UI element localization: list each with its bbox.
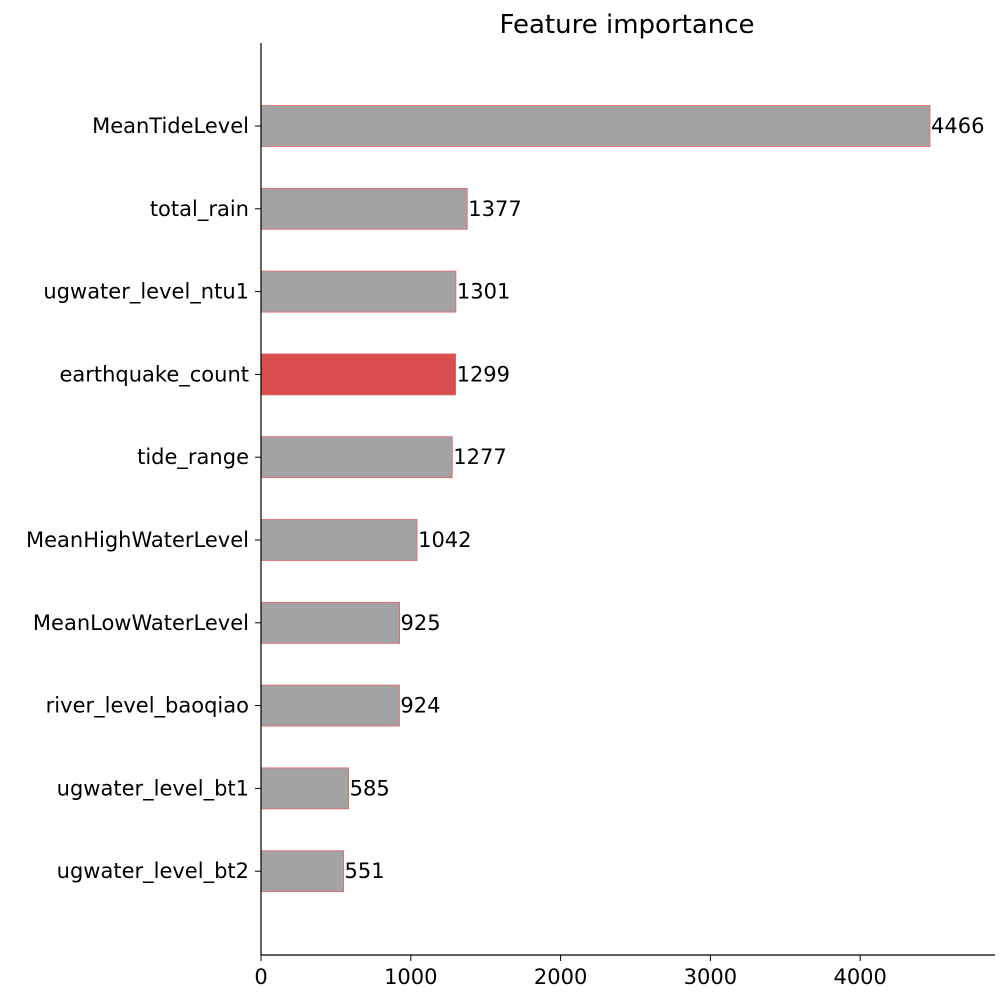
axes-layer: MeanTideLevel total_rain ugwater_level_ntu… (26, 43, 995, 989)
category-label: ugwater_level_bt2 (57, 859, 249, 884)
bar-ugwater_level_bt1 (260, 767, 350, 810)
bar-MeanTideLevel (260, 105, 931, 147)
value-label: 585 (350, 776, 390, 800)
category-label: ugwater_level_ntu1 (43, 280, 249, 305)
category-label: total_rain (150, 197, 249, 222)
bar-ugwater_level_bt2 (260, 850, 344, 893)
bar-MeanLowWaterLevel (260, 601, 400, 644)
value-label: 1277 (453, 445, 506, 469)
value-label: 924 (400, 694, 440, 718)
category-label: earthquake_count (59, 362, 249, 387)
value-label: 551 (345, 859, 385, 883)
value-label: 4466 (931, 114, 984, 138)
value-label: 1301 (457, 280, 510, 304)
x-tick-label: 0 (254, 965, 267, 989)
bar-earthquake_count (260, 353, 456, 396)
bar-total_rain (260, 187, 468, 230)
category-label: MeanHighWaterLevel (26, 528, 249, 552)
x-tick-label: 4000 (833, 965, 886, 989)
bar-river_level_baoqiao (260, 684, 400, 727)
value-label: 1377 (468, 197, 521, 221)
bar-MeanHighWaterLevel (260, 519, 418, 561)
chart-title: Feature importance (499, 10, 754, 40)
x-tick-label: 3000 (684, 965, 737, 989)
value-label: 1299 (457, 362, 510, 386)
x-tick-label: 1000 (384, 965, 437, 989)
bar-tide_range (260, 436, 453, 479)
category-label: MeanTideLevel (92, 114, 249, 138)
category-label: ugwater_level_bt1 (57, 776, 249, 801)
category-label: tide_range (137, 445, 249, 470)
category-label: MeanLowWaterLevel (33, 611, 249, 635)
x-tick-label: 2000 (534, 965, 587, 989)
value-label: 925 (401, 611, 441, 635)
value-label: 1042 (418, 528, 471, 552)
bars-layer: 4466 1377 1301 1299 1277 1042 925 924 585 551 (260, 105, 984, 893)
bar-ugwater_level_ntu1 (260, 270, 457, 313)
category-label: river_level_baoqiao (46, 694, 249, 719)
